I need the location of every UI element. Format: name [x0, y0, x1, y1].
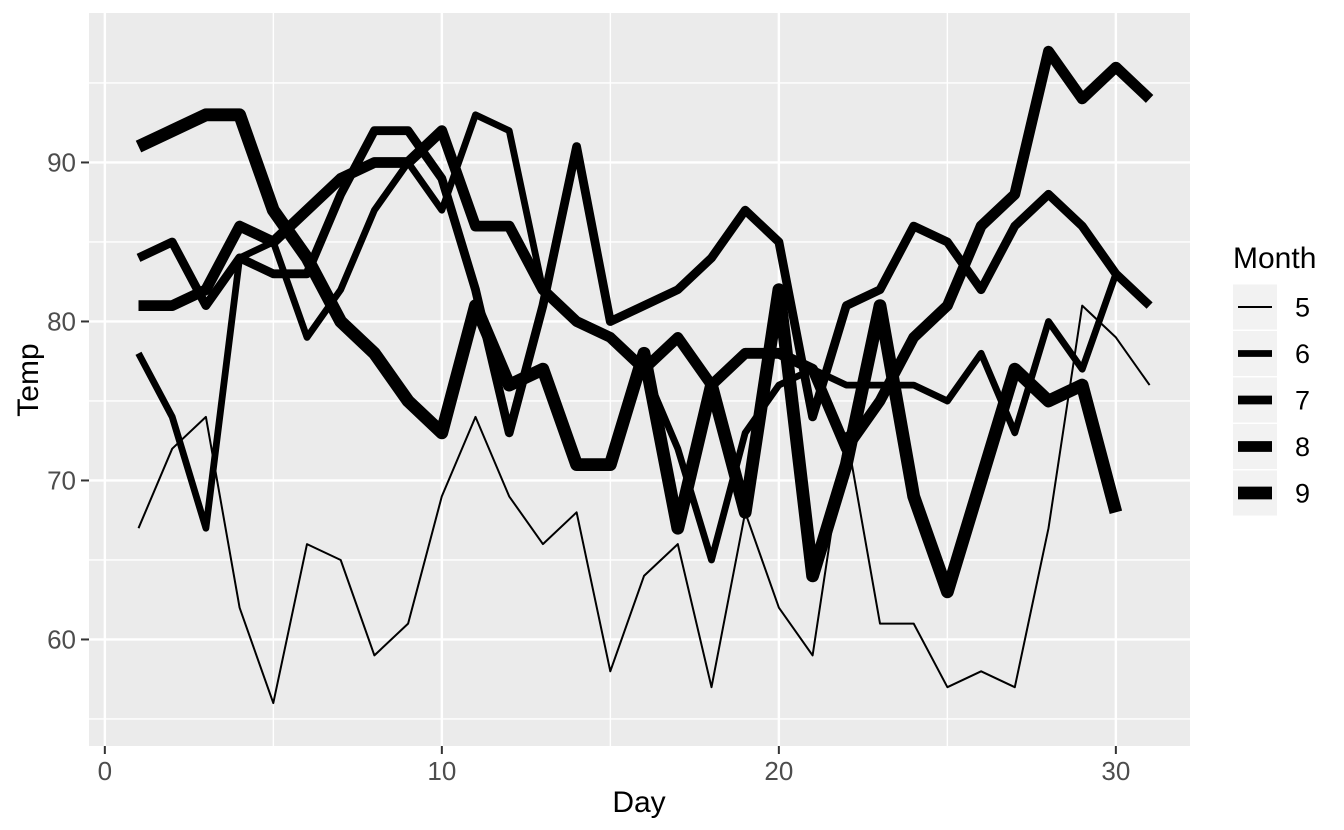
x-axis-title: Day [612, 786, 665, 819]
plot-area-group: 0 10 20 30 60 70 80 90 5 6 7 8 9 [47, 13, 1310, 786]
y-tick-label-60: 60 [47, 624, 76, 654]
legend-label-month-9: 9 [1295, 479, 1310, 509]
legend-label-month-5: 5 [1295, 293, 1310, 323]
temp-line-month-5 [137, 304, 1151, 705]
legend-label-month-8: 8 [1295, 432, 1310, 462]
x-tick-label-0: 0 [98, 756, 112, 786]
legend-title: Month [1233, 242, 1316, 275]
y-tick-label-70: 70 [47, 465, 76, 495]
legend-label-month-7: 7 [1295, 386, 1310, 416]
x-tick-label-20: 20 [764, 756, 793, 786]
legend-label-month-6: 6 [1295, 339, 1310, 369]
x-tick-label-10: 10 [427, 756, 456, 786]
temp-line-month-9 [135, 108, 1123, 599]
y-axis-title: Temp [12, 343, 45, 416]
temp-line-month-7 [136, 126, 1153, 438]
y-tick-label-80: 80 [47, 306, 76, 336]
x-tick-label-30: 30 [1101, 756, 1130, 786]
y-tick-label-90: 90 [47, 147, 76, 177]
